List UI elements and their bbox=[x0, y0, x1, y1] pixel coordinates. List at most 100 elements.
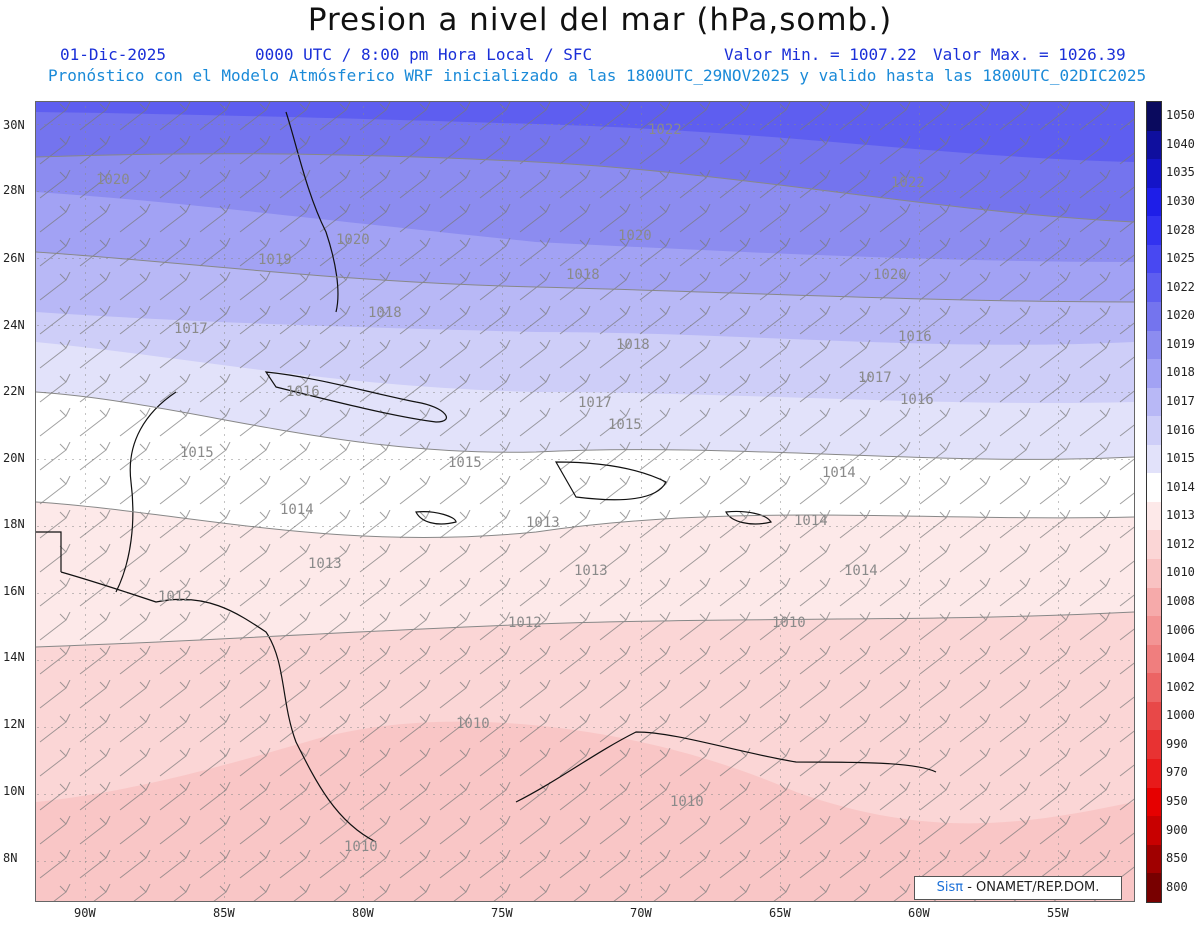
coastlines bbox=[36, 111, 937, 843]
colorbar-label: 1050 bbox=[1166, 108, 1195, 123]
colorbar-label: 970 bbox=[1166, 765, 1188, 780]
forecast-info: Pronóstico con el Modelo Atmósferico WRF… bbox=[48, 66, 1147, 85]
isobar-label: 1018 bbox=[368, 305, 402, 321]
isobar-labels: 1022 1022 1020 1020 1020 1020 1019 1018 … bbox=[96, 122, 934, 855]
forecast-date: 01-Dic-2025 bbox=[60, 45, 166, 64]
lon-label: 75W bbox=[491, 906, 513, 920]
colorbar-label: 1030 bbox=[1166, 194, 1195, 208]
colorbar-label: 1012 bbox=[1166, 536, 1195, 551]
max-value: Valor Max. = 1026.39 bbox=[933, 45, 1126, 64]
colorbar-swatch bbox=[1147, 844, 1161, 874]
lat-label: 24N bbox=[3, 318, 25, 332]
colorbar-label: 1002 bbox=[1166, 679, 1195, 694]
colorbar-swatch bbox=[1147, 187, 1161, 217]
isobar-label: 1019 bbox=[258, 252, 292, 268]
isobars bbox=[36, 153, 1134, 648]
lat-label: 30N bbox=[3, 118, 25, 132]
colorbar-label: 990 bbox=[1166, 736, 1188, 751]
lon-label: 55W bbox=[1047, 906, 1069, 920]
isobar-label: 1016 bbox=[898, 329, 932, 345]
lat-label: 28N bbox=[3, 183, 25, 197]
isobar-label: 1013 bbox=[574, 563, 608, 579]
colorbar-swatch bbox=[1147, 444, 1161, 474]
map-title: Presion a nivel del mar (hPa,somb.) bbox=[307, 2, 893, 38]
isobar-label: 1010 bbox=[344, 839, 378, 855]
colorbar-label: 1017 bbox=[1166, 394, 1195, 408]
map-canvas: 1022 1022 1020 1020 1020 1020 1019 1018 … bbox=[36, 102, 1134, 901]
credit-box: Sisπ - ONAMET/REP.DOM. bbox=[914, 876, 1122, 900]
colorbar-swatch bbox=[1147, 501, 1161, 531]
colorbar-swatch bbox=[1147, 816, 1161, 845]
isobar-label: 1013 bbox=[308, 556, 342, 572]
credit-text: - ONAMET/REP.DOM. bbox=[963, 880, 1100, 895]
isobar-label: 1016 bbox=[900, 392, 934, 408]
isobar-label: 1018 bbox=[566, 267, 600, 283]
colorbar-swatch bbox=[1147, 130, 1161, 160]
colorbar-label: 1028 bbox=[1166, 222, 1195, 237]
lat-label: 14N bbox=[3, 650, 25, 664]
colorbar-swatch bbox=[1147, 102, 1161, 131]
isobar-label: 1010 bbox=[772, 615, 806, 631]
lat-label: 10N bbox=[3, 784, 25, 798]
isobar-label: 1018 bbox=[616, 337, 650, 353]
colorbar-swatch bbox=[1147, 473, 1161, 502]
lat-label: 18N bbox=[3, 517, 25, 531]
isobar-label: 1012 bbox=[158, 589, 192, 605]
colorbar-label: 900 bbox=[1166, 822, 1188, 837]
colorbar-label: 1020 bbox=[1166, 308, 1195, 323]
colorbar-label: 1006 bbox=[1166, 622, 1195, 637]
isobar-label: 1020 bbox=[618, 228, 652, 244]
min-value: Valor Min. = 1007.22 bbox=[724, 45, 917, 64]
colorbar-label: 1035 bbox=[1166, 165, 1195, 180]
colorbar-swatch bbox=[1147, 730, 1161, 759]
isobar-label: 1020 bbox=[96, 172, 130, 188]
isobar-label: 1022 bbox=[891, 175, 925, 191]
lat-label: 22N bbox=[3, 384, 25, 398]
isobar-label: 1014 bbox=[280, 502, 314, 518]
colorbar-label: 950 bbox=[1166, 794, 1188, 808]
isobar-label: 1017 bbox=[578, 395, 612, 411]
lat-label: 8N bbox=[3, 851, 18, 865]
isobar-label: 1014 bbox=[844, 563, 878, 579]
colorbar-swatch bbox=[1147, 673, 1161, 702]
colorbar-swatch bbox=[1147, 359, 1161, 388]
colorbar-label: 1025 bbox=[1166, 251, 1195, 266]
lon-label: 60W bbox=[908, 906, 930, 920]
isobar-label: 1013 bbox=[526, 515, 560, 531]
lat-label: 16N bbox=[3, 584, 25, 598]
colorbar-label: 1014 bbox=[1166, 479, 1195, 494]
colorbar-swatch bbox=[1147, 587, 1161, 617]
lon-label: 80W bbox=[352, 906, 374, 920]
lon-label: 90W bbox=[74, 906, 96, 920]
colorbar-swatch bbox=[1147, 273, 1161, 302]
lat-label: 20N bbox=[3, 451, 25, 465]
colorbar-label: 800 bbox=[1166, 879, 1188, 894]
lon-label: 70W bbox=[630, 906, 652, 920]
colorbar-label: 1016 bbox=[1166, 422, 1195, 437]
lon-label: 65W bbox=[769, 906, 791, 920]
colorbar-label: 1010 bbox=[1166, 565, 1195, 580]
lat-lon-grid bbox=[36, 102, 1134, 901]
colorbar-label: 1018 bbox=[1166, 365, 1195, 380]
colorbar-label: 850 bbox=[1166, 851, 1188, 866]
colorbar-label: 1000 bbox=[1166, 708, 1195, 723]
isobar-label: 1010 bbox=[670, 794, 704, 810]
colorbar bbox=[1146, 101, 1162, 903]
colorbar-label: 1013 bbox=[1166, 508, 1195, 523]
colorbar-swatch bbox=[1147, 530, 1161, 559]
forecast-time: 0000 UTC / 8:00 pm Hora Local / SFC bbox=[255, 45, 593, 64]
colorbar-swatch bbox=[1147, 644, 1161, 674]
lat-label: 26N bbox=[3, 251, 25, 265]
isobar-label: 1012 bbox=[508, 615, 542, 631]
colorbar-swatch bbox=[1147, 301, 1161, 331]
isobar-label: 1015 bbox=[448, 455, 482, 471]
colorbar-swatch bbox=[1147, 758, 1161, 788]
isobar-label: 1017 bbox=[858, 370, 892, 386]
lat-label: 12N bbox=[3, 717, 25, 731]
colorbar-swatch bbox=[1147, 387, 1161, 417]
credit-brand: Sisπ bbox=[936, 880, 964, 895]
colorbar-swatch bbox=[1147, 216, 1161, 245]
colorbar-swatch bbox=[1147, 244, 1161, 274]
colorbar-swatch bbox=[1147, 559, 1161, 588]
colorbar-label: 1040 bbox=[1166, 136, 1195, 151]
